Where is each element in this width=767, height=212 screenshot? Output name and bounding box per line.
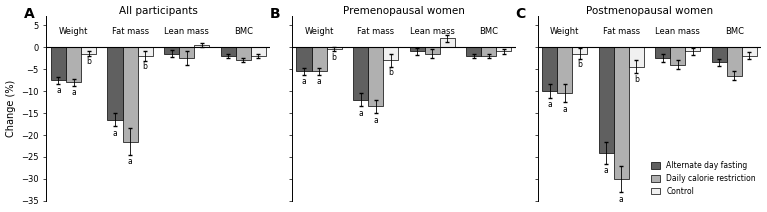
Bar <box>297 47 311 71</box>
Legend: Alternate day fasting, Daily calorie restriction, Control: Alternate day fasting, Daily calorie res… <box>650 159 758 197</box>
Text: Lean mass: Lean mass <box>655 27 700 36</box>
Bar <box>251 47 266 56</box>
Text: BMC: BMC <box>725 27 744 36</box>
Bar <box>221 47 235 56</box>
Bar <box>496 47 512 52</box>
Bar <box>542 47 557 91</box>
Text: a: a <box>127 158 133 166</box>
Text: BMC: BMC <box>234 27 252 36</box>
Text: a: a <box>71 88 76 98</box>
Text: b: b <box>634 75 639 84</box>
Bar <box>629 47 644 67</box>
Bar <box>353 47 368 100</box>
Bar <box>194 45 209 47</box>
Text: Fat mass: Fat mass <box>603 27 640 36</box>
Title: All participants: All participants <box>119 6 198 15</box>
Text: Lean mass: Lean mass <box>164 27 209 36</box>
Bar <box>384 47 398 60</box>
Bar <box>712 47 727 63</box>
Text: b: b <box>332 53 337 62</box>
Bar <box>179 47 194 58</box>
Bar <box>235 47 251 60</box>
Bar <box>137 47 153 56</box>
Text: a: a <box>358 109 363 118</box>
Bar <box>742 47 757 56</box>
Text: C: C <box>515 7 525 21</box>
Text: Fat mass: Fat mass <box>111 27 149 36</box>
Bar <box>164 47 179 54</box>
Text: a: a <box>562 105 567 114</box>
Text: Weight: Weight <box>59 27 88 36</box>
Bar <box>107 47 123 120</box>
Bar <box>466 47 481 56</box>
Bar <box>685 47 700 52</box>
Bar <box>557 47 572 93</box>
Title: Premenopausal women: Premenopausal women <box>343 6 465 15</box>
Text: a: a <box>619 195 624 204</box>
Bar <box>614 47 629 179</box>
Bar <box>439 38 455 47</box>
Text: b: b <box>388 68 393 77</box>
Text: a: a <box>547 100 552 109</box>
Bar <box>598 47 614 153</box>
Bar <box>66 47 81 82</box>
Text: a: a <box>317 77 321 86</box>
Text: a: a <box>604 166 608 175</box>
Text: Weight: Weight <box>550 27 579 36</box>
Bar <box>81 47 96 54</box>
Text: b: b <box>143 63 147 71</box>
Bar <box>481 47 496 56</box>
Text: a: a <box>301 77 306 86</box>
Bar <box>51 47 66 80</box>
Bar <box>572 47 588 54</box>
Y-axis label: Change (%): Change (%) <box>5 80 15 137</box>
Bar <box>368 47 384 106</box>
Text: a: a <box>374 116 378 125</box>
Text: a: a <box>56 86 61 95</box>
Text: BMC: BMC <box>479 27 499 36</box>
Text: b: b <box>86 57 91 66</box>
Bar <box>727 47 742 76</box>
Title: Postmenopausal women: Postmenopausal women <box>586 6 713 15</box>
Bar <box>655 47 670 58</box>
Bar <box>123 47 137 142</box>
Text: Weight: Weight <box>304 27 334 36</box>
Text: Fat mass: Fat mass <box>357 27 394 36</box>
Text: Lean mass: Lean mass <box>410 27 455 36</box>
Text: A: A <box>24 7 35 21</box>
Text: B: B <box>269 7 280 21</box>
Bar <box>670 47 685 65</box>
Text: b: b <box>578 60 582 69</box>
Bar <box>425 47 439 54</box>
Bar <box>327 47 342 49</box>
Bar <box>410 47 425 52</box>
Bar <box>311 47 327 71</box>
Text: a: a <box>113 129 117 138</box>
